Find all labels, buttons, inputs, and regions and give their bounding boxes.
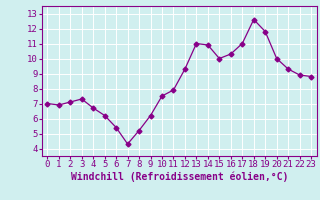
X-axis label: Windchill (Refroidissement éolien,°C): Windchill (Refroidissement éolien,°C): [70, 172, 288, 182]
